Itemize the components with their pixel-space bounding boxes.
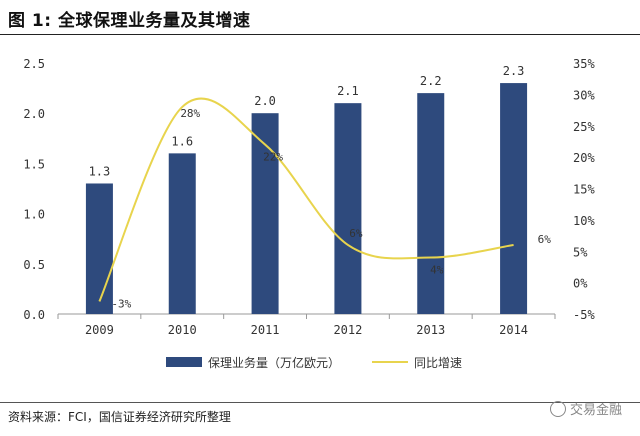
x-tick-label: 2014 [499, 323, 528, 337]
bar-data-label: 2.2 [420, 74, 442, 88]
bar-series [85, 83, 528, 314]
header: 图 1: 全球保理业务量及其增速 [0, 0, 640, 36]
y-left-tick-label: 1.0 [23, 208, 45, 222]
y-right-tick-label: -5% [573, 308, 595, 322]
line-data-label: 22% [263, 151, 283, 164]
chart: 0.0 0.5 1.0 1.5 2.0 2.5 -5% 0% 5% 10% 15% 20% 25% 30… [23, 57, 595, 370]
bar-data-label: 2.0 [254, 94, 276, 108]
y-right-tick-label: 15% [573, 183, 595, 197]
legend-bar-label: 保理业务量（万亿欧元） [208, 355, 340, 370]
bar [251, 113, 279, 314]
chart-title: 图 1: 全球保理业务量及其增速 [8, 11, 251, 31]
x-axis: 2009 2010 2011 2012 2013 2014 [57, 313, 556, 337]
watermark-text: 交易金融 [569, 403, 622, 418]
bar-labels: 1.3 1.6 2.0 2.1 2.2 2.3 [89, 64, 525, 178]
y-right-tick-label: 20% [573, 151, 595, 165]
y-left-tick-label: 0.5 [23, 258, 45, 272]
bar [334, 103, 362, 314]
x-tick-label: 2009 [85, 323, 114, 337]
y-left-tick-label: 2.0 [23, 107, 45, 121]
watermark: 交易金融 [549, 399, 622, 418]
x-tick-label: 2011 [251, 323, 280, 337]
bar [500, 83, 528, 314]
legend: 保理业务量（万亿欧元） 同比增速 [166, 355, 462, 370]
line-data-label: 28% [180, 107, 200, 120]
y-right-tick-label: 10% [573, 214, 595, 228]
y-left-tick-label: 1.5 [23, 157, 45, 171]
line-labels: -3% 28% 22% 6% 4% 6% [111, 107, 551, 311]
y-right-tick-label: 35% [573, 57, 595, 71]
y-right-tick-label: 30% [573, 88, 595, 102]
y-right-tick-label: 5% [573, 245, 588, 259]
y-left-tick-label: 0.0 [23, 308, 45, 322]
bar [417, 93, 445, 314]
bar [168, 153, 196, 314]
wechat-icon [549, 400, 566, 417]
title-divider [0, 34, 640, 35]
legend-bar-swatch [166, 357, 202, 367]
y-left-tick-label: 2.5 [23, 57, 45, 71]
x-tick-label: 2012 [333, 323, 362, 337]
y-axis-right: -5% 0% 5% 10% 15% 20% 25% 30% 35% [573, 57, 595, 322]
source-note: 资料来源：FCI，国信证券经济研究所整理 [8, 410, 231, 424]
bar-data-label: 2.1 [337, 84, 359, 98]
line-series [98, 97, 514, 302]
y-axis-left: 0.0 0.5 1.0 1.5 2.0 2.5 [23, 57, 45, 322]
x-tick-label: 2010 [168, 323, 197, 337]
line-data-label: 6% [538, 233, 552, 246]
legend-line-label: 同比增速 [414, 356, 462, 370]
line-data-label: 4% [430, 264, 444, 277]
footer-divider [0, 402, 640, 403]
bar-data-label: 1.3 [89, 164, 111, 178]
y-right-tick-label: 0% [573, 277, 588, 291]
line-data-label: 6% [349, 227, 363, 240]
bar [85, 183, 113, 314]
bar-data-label: 2.3 [503, 64, 525, 78]
growth-line [98, 97, 514, 302]
bar-data-label: 1.6 [171, 134, 193, 148]
y-right-tick-label: 25% [573, 120, 595, 134]
x-tick-label: 2013 [416, 323, 445, 337]
line-data-label: -3% [111, 297, 131, 310]
